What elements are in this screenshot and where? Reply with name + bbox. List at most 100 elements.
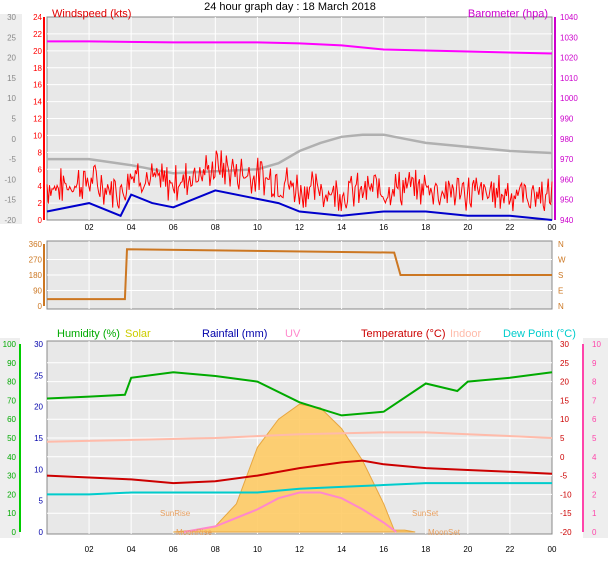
x-tick-label: 00 [548, 223, 557, 232]
x-tick-label: 12 [295, 545, 304, 554]
sunset-label: SunSet [412, 509, 439, 518]
humidity-line [46, 371, 553, 417]
windspeed-tick-label: 6 [38, 165, 43, 174]
x-tick-label: 06 [169, 545, 178, 554]
legend-entry: Temperature (°C) [361, 328, 445, 340]
humidity-tick-label: 50 [7, 434, 16, 443]
compass-tick-label: S [558, 271, 563, 280]
humidity-tick-label: 20 [7, 490, 16, 499]
uv-tick-label: 4 [592, 453, 597, 462]
uv-tick-label: 3 [592, 472, 597, 481]
temperature-tick-label: 5 [560, 434, 565, 443]
indoor-temperature-line [46, 431, 553, 443]
top-panel: Windspeed (kts) Barometer (hpa) 30252015… [0, 8, 578, 232]
x-tick-label: 00 [548, 545, 557, 554]
uv-tick-label: 8 [592, 378, 597, 387]
x-tick-label: 10 [253, 545, 262, 554]
humidity-tick-label: 100 [3, 340, 17, 349]
x-tick-label: 18 [421, 223, 430, 232]
humidity-tick-label: 10 [7, 509, 16, 518]
barometer-tick-label: 950 [560, 196, 574, 205]
humidity-tick-label: 30 [7, 472, 16, 481]
windspeed-label: Windspeed (kts) [52, 8, 131, 20]
windspeed-tick-label: 20 [33, 47, 42, 56]
barometer-tick-label: 960 [560, 175, 574, 184]
windspeed-tick-label: 4 [38, 182, 43, 191]
chart-title: 24 hour graph day : 18 March 2018 [204, 1, 376, 13]
top-far-left-tick-label: -20 [4, 216, 16, 225]
uv-tick-label: 7 [592, 396, 597, 405]
wind-direction-tick-label: 0 [38, 302, 43, 311]
barometer-tick-label: 1040 [560, 13, 578, 22]
top-far-left-tick-label: 0 [12, 135, 17, 144]
top-axes: 302520151050-5-10-15-2024222018161412108… [4, 13, 578, 232]
top-far-left-tick-label: -10 [4, 175, 16, 184]
rainfall-tick-label: 20 [34, 403, 43, 412]
temperature-tick-label: -15 [560, 509, 572, 518]
x-tick-label: 12 [295, 223, 304, 232]
windspeed-tick-label: 22 [33, 30, 42, 39]
uv-tick-label: 6 [592, 415, 597, 424]
legend-entry: Solar [125, 328, 151, 340]
barometer-tick-label: 1020 [560, 54, 578, 63]
temperature-tick-label: 20 [560, 378, 569, 387]
x-tick-label: 16 [379, 545, 388, 554]
wind-direction-line [47, 248, 552, 301]
bottom-far-left-strip [0, 338, 20, 538]
bottom-panel: Humidity (%) Solar Rainfall (mm) UV Temperat… [0, 328, 608, 554]
barometer-tick-label: 940 [560, 216, 574, 225]
moonrise-label: MoonRise [176, 528, 213, 537]
x-tick-label: 20 [463, 223, 472, 232]
rainfall-tick-label: 10 [34, 465, 43, 474]
barometer-tick-label: 970 [560, 155, 574, 164]
bottom-annotations: SunRise MoonRise SunSet MoonSet [160, 509, 461, 537]
top-far-left-tick-label: 25 [7, 33, 16, 42]
wind-average-line [46, 189, 553, 221]
compass-tick-label: N [558, 240, 564, 249]
wind-direction-tick-label: 270 [29, 256, 43, 265]
x-tick-label: 10 [253, 223, 262, 232]
x-tick-label: 20 [463, 545, 472, 554]
humidity-tick-label: 80 [7, 378, 16, 387]
top-far-left-tick-label: 30 [7, 13, 16, 22]
barometer-tick-label: 1030 [560, 33, 578, 42]
x-tick-label: 14 [337, 223, 346, 232]
bottom-legend: Humidity (%) Solar Rainfall (mm) UV Temperat… [57, 328, 576, 340]
barometer-line [47, 40, 553, 55]
windspeed-tick-label: 0 [38, 216, 43, 225]
x-tick-label: 02 [85, 545, 94, 554]
compass-tick-label: W [558, 256, 566, 265]
temperature-tick-label: 30 [560, 340, 569, 349]
temperature-tick-label: 10 [560, 415, 569, 424]
legend-entry: Indoor [450, 328, 482, 340]
temperature-tick-label: 0 [560, 453, 565, 462]
compass-tick-label: E [558, 287, 563, 296]
temperature-line [46, 459, 553, 485]
legend-entry: UV [285, 328, 301, 340]
rainfall-tick-label: 30 [34, 340, 43, 349]
uv-tick-label: 10 [592, 340, 601, 349]
x-tick-label: 04 [127, 545, 136, 554]
top-far-left-strip [0, 14, 22, 224]
dew-point-line [47, 482, 552, 496]
barometer-tick-label: 990 [560, 115, 574, 124]
uv-tick-label: 5 [592, 434, 597, 443]
uv-line [183, 491, 397, 533]
temperature-tick-label: -5 [560, 472, 568, 481]
windspeed-tick-label: 10 [33, 131, 42, 140]
top-far-left-tick-label: 15 [7, 74, 16, 83]
rainfall-tick-label: 15 [34, 434, 43, 443]
rainfall-tick-label: 25 [34, 371, 43, 380]
temperature-tick-label: 25 [560, 359, 569, 368]
top-far-left-tick-label: 20 [7, 54, 16, 63]
windspeed-tick-label: 12 [33, 115, 42, 124]
wind-direction-tick-label: 90 [33, 287, 42, 296]
rainfall-tick-label: 0 [39, 528, 44, 537]
uv-tick-label: 2 [592, 490, 597, 499]
moonset-label: MoonSet [428, 528, 461, 537]
wind-direction-tick-label: 180 [29, 271, 43, 280]
top-far-left-tick-label: -5 [9, 155, 17, 164]
